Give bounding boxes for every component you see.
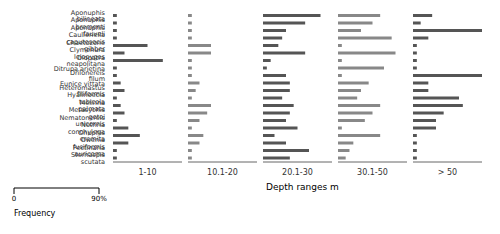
svg-text:10.1-20: 10.1-20 (207, 168, 238, 177)
svg-text:Chaetozonegibber: Chaetozonegibber (66, 39, 105, 54)
svg-text:Hyalinoeciatubicola: Hyalinoeciatubicola (67, 91, 105, 106)
svg-text:Sternaspisscutata: Sternaspisscutata (71, 151, 106, 166)
svg-text:Nematonereisunicornis: Nematonereisunicornis (59, 114, 105, 128)
svg-text:30.1-50: 30.1-50 (357, 168, 388, 177)
svg-text:Heteromastusfiliformis: Heteromastusfiliformis (59, 84, 105, 99)
svg-text:Caulleriellacaputesocis: Caulleriellacaputesocis (67, 31, 106, 45)
svg-text:Onuphiseremita: Onuphiseremita (78, 129, 105, 144)
svg-text:Clymenuraleiopygos: Clymenuraleiopygos (70, 46, 106, 61)
svg-text:Oweniafusiformis: Oweniafusiformis (73, 136, 106, 151)
svg-text:1-10: 1-10 (138, 168, 156, 177)
svg-text:Nothriaconchylega: Nothriaconchylega (68, 121, 105, 135)
svg-text:> 50: > 50 (438, 168, 457, 177)
svg-text:Aponuphisbilineata: Aponuphisbilineata (71, 9, 106, 23)
svg-text:0: 0 (12, 195, 16, 203)
svg-text:90%: 90% (91, 195, 107, 203)
svg-text:20.1-30: 20.1-30 (282, 168, 313, 177)
